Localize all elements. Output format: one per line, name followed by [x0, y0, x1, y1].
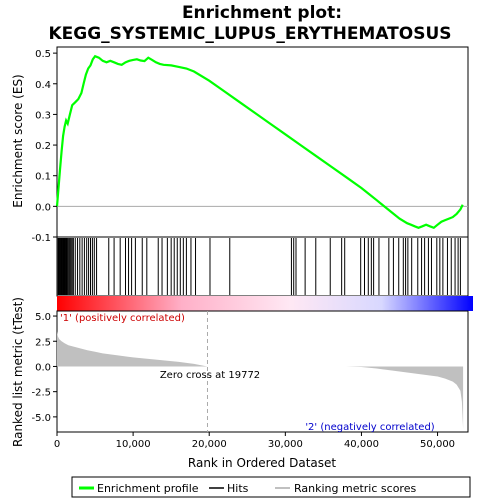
xtick-label: 30,000 — [268, 439, 303, 450]
metric-ytick-label: -2.5 — [31, 388, 51, 399]
chart-title-line-1: Enrichment plot: — [182, 3, 342, 23]
negative-correlation-label: '2' (negatively correlated) — [305, 422, 434, 433]
positive-correlation-label: '1' (positively correlated) — [60, 313, 185, 324]
es-ytick-label: 0.0 — [35, 202, 51, 213]
metric-panel-frame — [56, 310, 469, 433]
es-ytick-label: 0.5 — [35, 49, 51, 60]
legend-metric-label: Ranking metric scores — [294, 482, 416, 495]
metric-ytick-label: 5.0 — [35, 312, 51, 323]
xtick-label: 10,000 — [116, 439, 151, 450]
es-panel-frame — [56, 46, 469, 238]
es-ytick-label: 0.3 — [35, 110, 51, 121]
legend-hits-label: Hits — [227, 482, 249, 495]
es-ytick-label: 0.1 — [35, 172, 51, 183]
metric-ytick-label: 0.0 — [35, 362, 51, 373]
metric-ytick-label: -5.0 — [31, 413, 51, 424]
metric-y-axis-label: Ranked list metric (tTest) — [11, 297, 25, 447]
chart-title-line-2: KEGG_SYSTEMIC_LUPUS_ERYTHEMATOSUS — [48, 24, 451, 44]
hits-panel-frame — [56, 236, 469, 297]
legend-box — [71, 476, 471, 498]
es-ytick-label: -0.1 — [31, 233, 51, 244]
xtick-label: 0 — [54, 439, 60, 450]
es-ytick-label: 0.4 — [35, 80, 51, 91]
rank-colorbar — [57, 296, 473, 311]
metric-ytick-label: 2.5 — [35, 337, 51, 348]
es-ytick-label: 0.2 — [35, 141, 51, 152]
zero-cross-label: Zero cross at 19772 — [160, 370, 260, 381]
legend-enrichment-label: Enrichment profile — [97, 482, 199, 495]
es-profile-line — [55, 54, 464, 230]
es-y-axis-label: Enrichment score (ES) — [11, 74, 25, 207]
xtick-label: 50,000 — [420, 439, 455, 450]
xtick-label: 20,000 — [192, 439, 227, 450]
xtick-label: 40,000 — [344, 439, 379, 450]
x-axis-label: Rank in Ordered Dataset — [188, 456, 336, 470]
